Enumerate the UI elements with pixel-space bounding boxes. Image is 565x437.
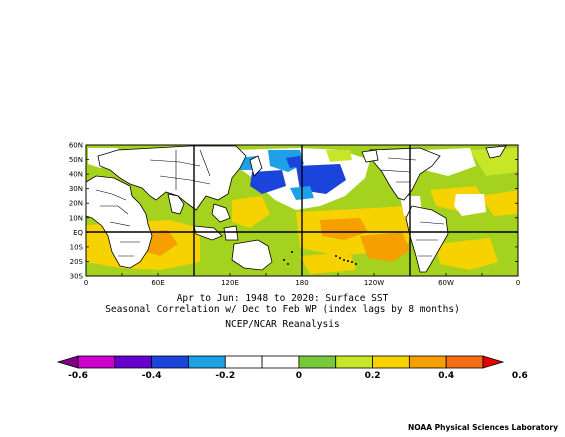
country-borders: [95, 149, 445, 257]
lon-label: 180: [295, 279, 308, 287]
colorbar-box: [298, 355, 337, 369]
colorbar-box: [372, 355, 410, 369]
lat-label: 40N: [69, 171, 83, 179]
colorbar-label: 0: [296, 371, 302, 381]
colorbar-box: [188, 355, 226, 369]
lat-label: 50N: [69, 156, 83, 164]
colorbar-min-arrow: [56, 355, 79, 369]
colorbar-max-arrow: [482, 355, 505, 369]
lon-label: 0: [84, 279, 88, 287]
colorbar-label: -0.2: [215, 371, 235, 381]
colorbar-label: -0.6: [68, 371, 88, 381]
islands: [283, 251, 357, 265]
latitude-labels: 60N 50N 40N 30N 20N 10N EQ 10S 20S 30S: [69, 142, 84, 281]
credit-label: NOAA Physical Sciences Laboratory: [407, 423, 558, 432]
colorbar-box: [77, 355, 116, 369]
colorbar-box: [224, 355, 263, 369]
longitude-labels: 0 60E 120E 180 120W 60W 0: [84, 279, 520, 287]
colorbar-box: [408, 355, 447, 369]
colorbar-box: [261, 355, 300, 369]
lat-label: EQ: [73, 229, 83, 237]
lon-label: 0: [516, 279, 520, 287]
lat-label: 20S: [70, 258, 84, 266]
colorbar-label: 0.2: [365, 371, 381, 381]
colorbar: -0.6 -0.4 -0.2 0 0.2 0.4 0.6: [56, 355, 528, 381]
lat-label: 20N: [69, 200, 83, 208]
map-ticks: [85, 144, 519, 277]
caption-subtitle: Seasonal Correlation w/ Dec to Feb WP (i…: [105, 304, 460, 315]
continents: [86, 145, 507, 273]
lat-label: 60N: [69, 142, 83, 150]
colorbar-label: 0.6: [512, 371, 528, 381]
lon-label: 60E: [151, 279, 164, 287]
lon-label: 120W: [364, 279, 384, 287]
lat-label: 30S: [70, 273, 84, 281]
colorbar-label: -0.4: [142, 371, 162, 381]
colorbar-box: [114, 355, 153, 369]
caption-title: Apr to Jun: 1948 to 2020: Surface SST: [176, 293, 389, 304]
colorbar-box: [151, 355, 189, 369]
colorbar-label: 0.4: [438, 371, 454, 381]
lon-label: 60W: [438, 279, 454, 287]
lat-label: 10N: [69, 214, 83, 222]
colorbar-box: [335, 355, 373, 369]
caption-dataset: NCEP/NCAR Reanalysis: [225, 319, 340, 330]
lon-label: 120E: [221, 279, 239, 287]
lat-label: 10S: [70, 243, 84, 251]
lat-label: 30N: [69, 185, 83, 193]
map-grid: [85, 144, 519, 277]
colorbar-box: [445, 355, 484, 369]
